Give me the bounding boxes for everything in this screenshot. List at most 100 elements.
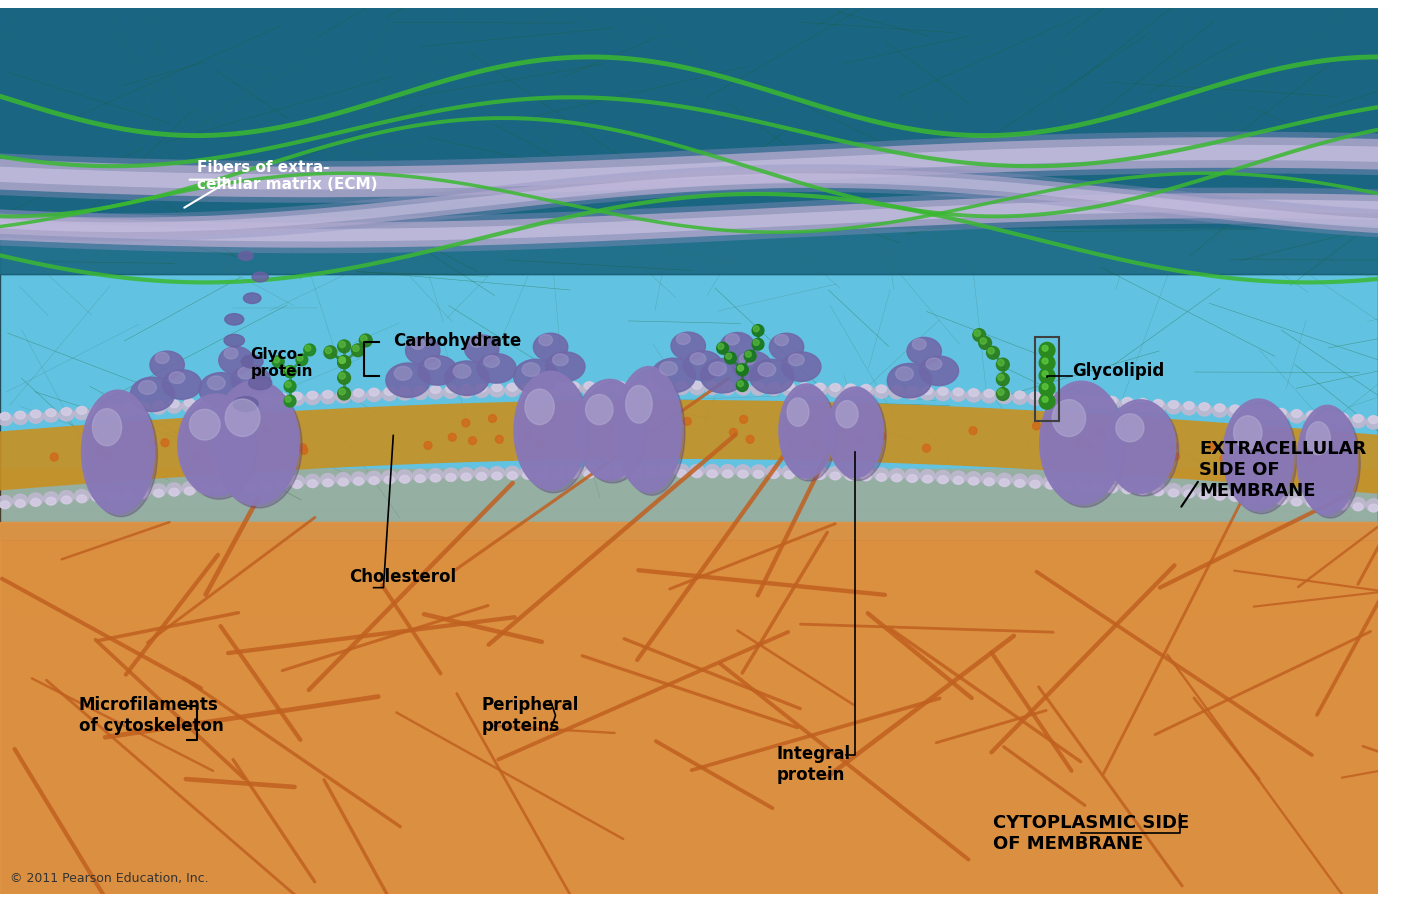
Ellipse shape [170,488,179,496]
Ellipse shape [15,500,25,508]
Ellipse shape [737,470,747,478]
Ellipse shape [1120,398,1134,410]
Ellipse shape [569,382,579,390]
Ellipse shape [28,410,43,423]
Text: Cholesterol: Cholesterol [349,568,456,586]
Bar [0,735,1378,737]
Bar [0,571,1378,573]
Ellipse shape [446,385,456,393]
Ellipse shape [830,472,840,480]
Ellipse shape [1123,398,1133,405]
Ellipse shape [105,487,121,500]
Ellipse shape [261,483,271,490]
Bar [0,856,1378,858]
Ellipse shape [1012,391,1028,404]
Ellipse shape [1366,499,1381,511]
Bar [0,488,1378,490]
Ellipse shape [1214,492,1224,501]
Circle shape [751,338,764,350]
Ellipse shape [1043,475,1059,489]
Bar [0,518,1378,520]
Ellipse shape [523,472,533,479]
Ellipse shape [381,471,397,483]
Ellipse shape [523,382,533,391]
Ellipse shape [876,385,886,392]
Ellipse shape [238,367,254,379]
Circle shape [324,345,336,359]
Ellipse shape [1319,495,1335,508]
Ellipse shape [430,386,440,393]
Bar [0,696,1378,698]
Ellipse shape [1043,393,1059,406]
Ellipse shape [336,391,350,403]
Ellipse shape [554,382,564,390]
Ellipse shape [1089,396,1103,409]
Ellipse shape [522,363,540,376]
Ellipse shape [708,470,718,478]
Ellipse shape [276,393,286,400]
Circle shape [360,336,367,342]
Bar [0,511,1378,513]
Ellipse shape [191,452,199,460]
Ellipse shape [244,478,258,491]
Ellipse shape [836,400,858,428]
Ellipse shape [1322,501,1332,509]
Bar [0,754,1378,756]
Bar [0,646,1378,648]
Ellipse shape [1368,504,1378,512]
Ellipse shape [352,472,366,484]
Bar [0,632,1378,635]
Ellipse shape [997,474,1012,486]
Ellipse shape [600,470,610,478]
Ellipse shape [858,385,873,398]
Ellipse shape [77,495,87,502]
Ellipse shape [121,403,136,417]
Ellipse shape [105,405,121,418]
Circle shape [285,381,296,392]
Ellipse shape [224,335,244,346]
Bar [0,482,1378,483]
Bar [0,676,1378,677]
Ellipse shape [167,483,181,495]
Circle shape [338,340,350,353]
Ellipse shape [798,465,812,479]
Ellipse shape [412,469,428,482]
Bar [0,767,1378,769]
Ellipse shape [170,372,185,383]
Ellipse shape [1307,410,1316,419]
Ellipse shape [1166,401,1180,414]
Ellipse shape [625,385,652,423]
Ellipse shape [1169,442,1178,450]
Ellipse shape [307,480,317,488]
Bar [0,798,1378,801]
Circle shape [1039,355,1054,371]
Bar [0,522,1378,902]
Ellipse shape [1366,416,1381,429]
Ellipse shape [492,472,502,480]
Bar [0,782,1378,784]
Ellipse shape [907,337,941,365]
Ellipse shape [615,470,625,478]
Ellipse shape [646,470,656,478]
Ellipse shape [477,354,516,383]
Ellipse shape [139,381,156,394]
Ellipse shape [721,382,735,395]
Circle shape [353,345,359,352]
Bar [0,803,1378,805]
Ellipse shape [1350,415,1366,428]
Ellipse shape [597,382,613,395]
Bar [0,890,1378,892]
Ellipse shape [418,355,457,385]
Circle shape [359,334,372,347]
Circle shape [988,347,994,354]
Ellipse shape [93,409,122,446]
Ellipse shape [508,472,517,480]
Bar [0,7,1378,495]
Bar [0,748,1378,750]
Circle shape [325,347,332,354]
Ellipse shape [336,473,350,485]
Ellipse shape [1077,483,1087,491]
Ellipse shape [50,453,57,461]
Ellipse shape [1228,405,1242,419]
Ellipse shape [923,387,932,394]
